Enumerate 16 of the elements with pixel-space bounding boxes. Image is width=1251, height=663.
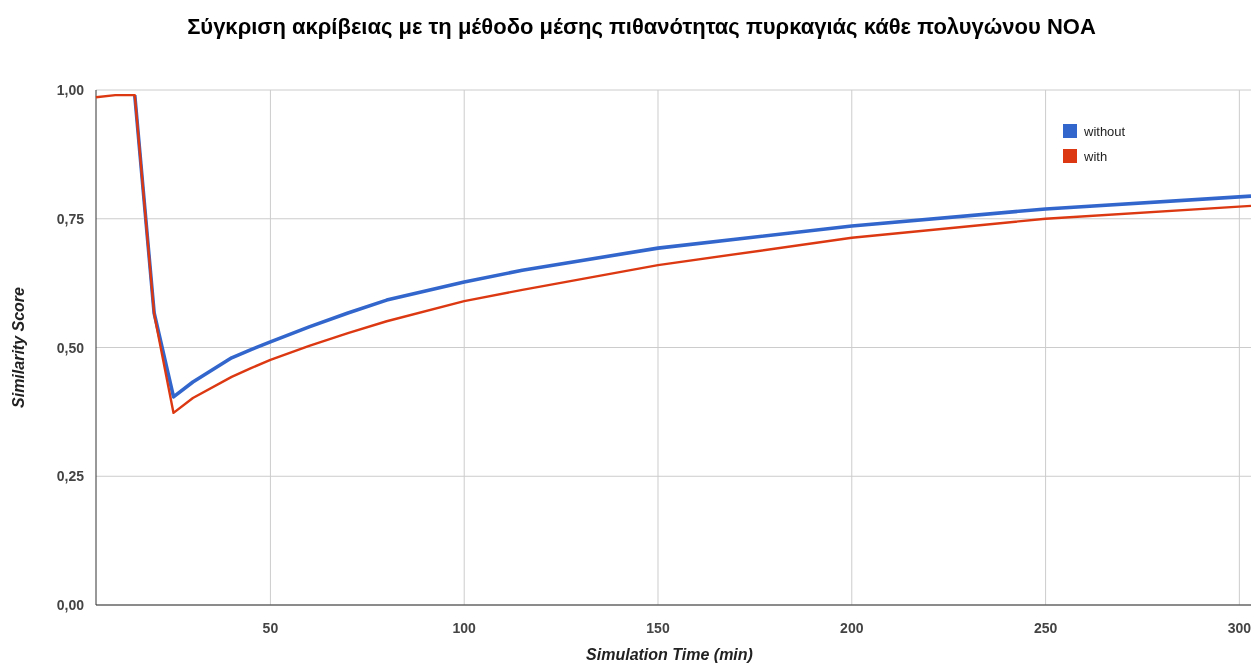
x-tick-label: 200 [840,620,864,636]
y-axis-title: Similarity Score [10,286,27,408]
x-tick-label: 300 [1227,620,1251,636]
chart-title: Σύγκριση ακρίβειας με τη μέθοδο μέσης πιθανότητας πυρκαγιάς κάθε πολυγώνου NOA [187,14,1096,39]
x-tick-label: 100 [452,620,477,636]
y-tick-label: 0,25 [56,468,85,485]
legend-label: with [1083,149,1108,164]
x-axis-title: Simulation Time (min) [586,646,753,663]
y-tick-label: 0,50 [56,339,85,356]
x-tick-label: 50 [262,620,279,636]
legend-label: without [1083,124,1126,139]
x-tick-label: 250 [1033,620,1058,636]
y-tick-label: 0,00 [56,597,85,613]
y-tick-label: 1,00 [56,82,85,98]
y-tick-label: 0,75 [56,210,85,227]
x-tick-label: 150 [646,620,670,636]
